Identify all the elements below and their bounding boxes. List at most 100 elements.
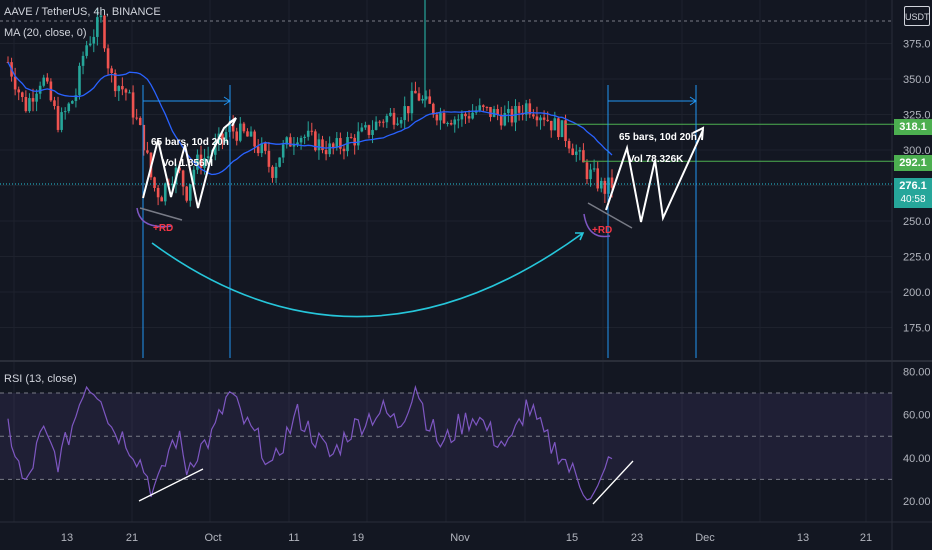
candle-body: [485, 106, 489, 108]
candle-body: [449, 123, 453, 125]
candle-body: [106, 48, 110, 69]
candle-body: [574, 151, 578, 155]
candle-body: [249, 131, 253, 137]
candle-body: [596, 168, 600, 189]
arc-arrowhead: [575, 232, 585, 241]
candle-body: [278, 157, 281, 167]
candle-body: [489, 106, 492, 117]
candle-body: [314, 131, 317, 151]
rd-label-left: +RD: [153, 223, 173, 234]
measure-label-right: 65 bars, 10d 20h: [619, 132, 697, 143]
rsi-divergence-line: [138, 468, 204, 502]
candle-body: [471, 112, 474, 119]
candle-body: [453, 119, 457, 125]
candle-body: [28, 98, 31, 112]
candle-body: [321, 139, 324, 151]
rsi-axis-label: 60.00: [903, 410, 931, 422]
candle-body: [46, 77, 49, 82]
candle-body: [138, 117, 142, 126]
candle-body: [396, 123, 399, 125]
measure-label-left: 65 bars, 10d 20h: [151, 137, 229, 148]
time-axis-label: Dec: [695, 532, 715, 544]
candle-body: [499, 114, 503, 126]
candle-body: [192, 169, 196, 185]
candle-body: [185, 186, 188, 201]
candle-body: [367, 125, 371, 135]
candle-body: [603, 180, 607, 194]
candle-body: [103, 15, 106, 49]
candle-body: [356, 131, 360, 146]
candle-body: [124, 89, 128, 93]
candle-body: [92, 36, 96, 44]
candle-body: [231, 123, 235, 132]
candle-body: [306, 130, 310, 137]
candle-body: [246, 131, 249, 137]
candle-body: [128, 92, 131, 94]
candle-body: [181, 170, 185, 187]
candle-body: [364, 125, 367, 128]
candle-body: [42, 77, 46, 86]
fractal-arc: [151, 232, 584, 318]
price-divergence-line: [139, 207, 183, 221]
candle-body: [153, 177, 156, 188]
candle-body: [446, 123, 449, 125]
candle-body: [281, 144, 285, 158]
candle-body: [317, 139, 321, 151]
rd-curve: [583, 213, 611, 238]
symbol-title: AAVE / TetherUS, 4h, BINANCE: [4, 6, 161, 18]
lower-target-tag: 292.1: [894, 155, 932, 171]
candle-body: [528, 103, 532, 115]
candle-body: [274, 166, 278, 178]
candle-body: [339, 138, 342, 149]
candle-body: [539, 117, 542, 121]
candle-body: [160, 197, 163, 202]
candle-body: [20, 92, 24, 98]
candle-body: [385, 115, 389, 123]
candle-body: [532, 114, 535, 117]
time-axis-label: 23: [631, 532, 643, 544]
candle-body: [156, 187, 160, 198]
candle-body: [131, 92, 135, 118]
candle-body: [67, 103, 71, 112]
candle-body: [582, 150, 585, 163]
candle-body: [335, 138, 339, 148]
candle-body: [610, 177, 614, 188]
candle-body: [271, 166, 274, 178]
candle-body: [285, 137, 289, 145]
candle-body: [171, 183, 174, 186]
candle-body: [592, 168, 596, 170]
candle-body: [460, 113, 464, 120]
candle-body: [410, 90, 414, 114]
upper-target-tag: 318.1: [894, 119, 932, 135]
candle-body: [256, 146, 260, 154]
candle-body: [589, 169, 592, 180]
candle-body: [585, 162, 589, 180]
candle-body: [146, 150, 149, 153]
candle-body: [96, 17, 99, 37]
candle-body: [517, 106, 521, 113]
candle-body: [78, 65, 81, 96]
candle-body: [24, 97, 28, 112]
candle-body: [264, 143, 267, 151]
rsi-legend: RSI (13, close): [4, 373, 77, 385]
time-axis-label: 21: [126, 532, 138, 544]
candle-body: [392, 112, 396, 125]
candle-body: [378, 121, 381, 123]
candle-body: [435, 114, 439, 121]
candle-body: [414, 90, 417, 94]
candle-body: [371, 129, 374, 135]
candle-body: [56, 106, 60, 130]
price-divergence-line: [587, 202, 633, 229]
currency-badge[interactable]: USDT: [904, 6, 930, 26]
ma-line: [7, 61, 613, 176]
price-axis-label: 250.0: [903, 216, 931, 228]
candle-body: [553, 118, 557, 131]
candle-body: [542, 117, 546, 120]
candle-body: [439, 113, 442, 121]
price-axis-label: 225.0: [903, 252, 931, 264]
candle-body: [567, 141, 571, 149]
candle-body: [374, 121, 378, 130]
price-axis-label: 325.0: [903, 110, 931, 122]
candle-body: [467, 116, 471, 119]
